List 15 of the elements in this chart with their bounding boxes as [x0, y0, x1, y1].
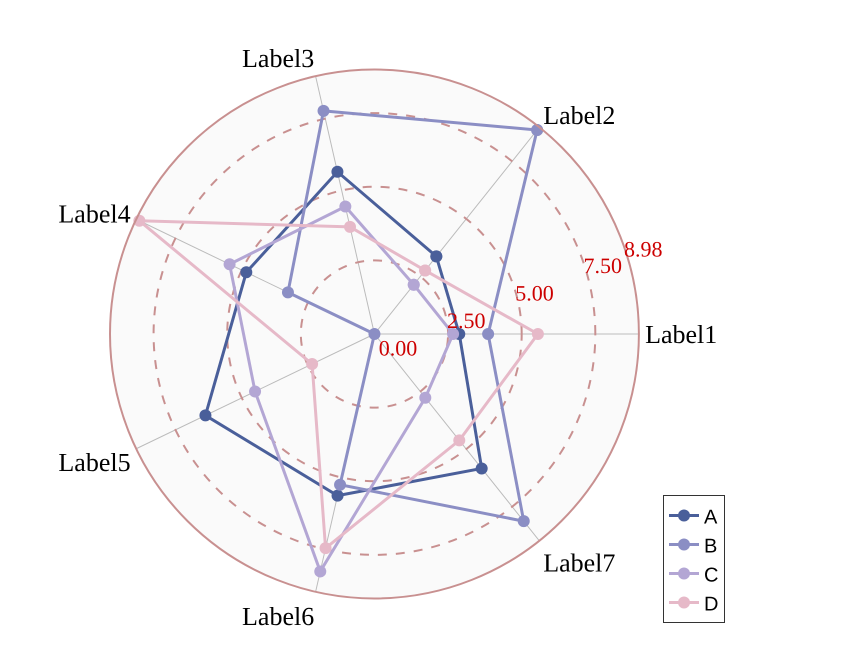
- y-tick-label: 5.00: [515, 280, 554, 306]
- y-tick-label: 7.50: [584, 252, 622, 278]
- legend-label: C: [704, 564, 718, 586]
- legend-label: A: [704, 506, 718, 528]
- spoke-label: Label2: [543, 101, 616, 130]
- spoke-label: Label4: [58, 200, 131, 229]
- spoke-label: Label7: [543, 548, 616, 578]
- y-tick-label: 0.00: [378, 336, 418, 361]
- legend-label: D: [704, 593, 718, 616]
- y-tick-label: 8.98: [624, 236, 662, 262]
- legend-label: B: [704, 535, 718, 558]
- spoke-label: Label3: [242, 44, 314, 74]
- spoke-label: Label6: [242, 602, 314, 632]
- spoke-label: Label1: [645, 320, 718, 350]
- spoke-label: Label5: [58, 448, 131, 477]
